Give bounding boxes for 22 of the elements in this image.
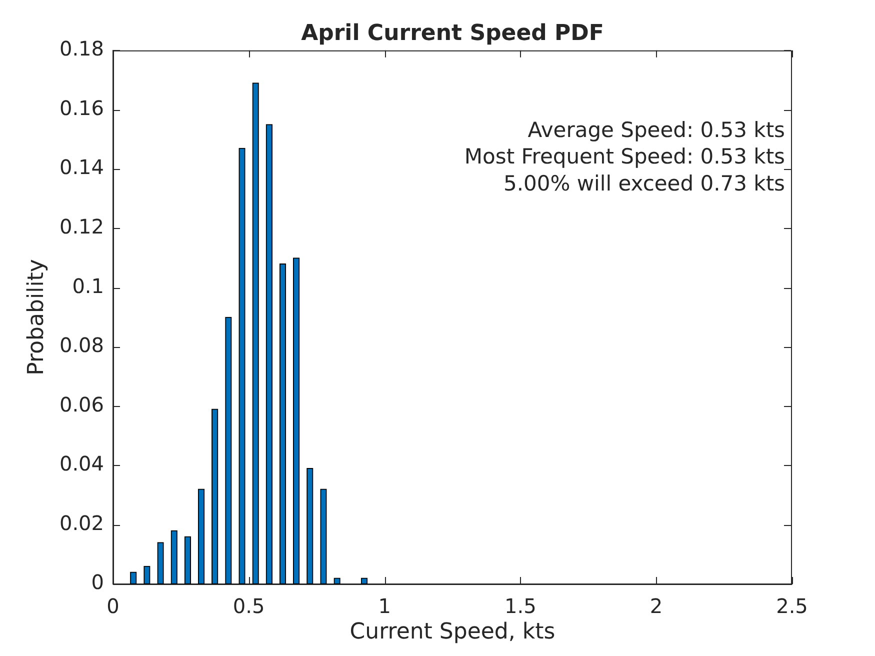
y-tick-label: 0 [91,570,104,594]
y-tick-label: 0.08 [59,333,104,358]
y-tick-label: 0.1 [72,274,104,298]
y-tick-label: 0.06 [59,392,104,416]
x-tick-label: 1 [378,594,391,618]
y-tick-label: 0.14 [59,155,104,180]
y-axis-title: Probability [24,259,49,376]
x-tick-label: 2.5 [776,594,808,618]
y-tick-label: 0.04 [59,452,104,476]
annotation: Most Frequent Speed: 0.53 kts [464,144,785,169]
annotation: 5.00% will exceed 0.73 kts [503,171,785,196]
annotation: Average Speed: 0.53 kts [528,118,785,142]
x-tick-label: 1.5 [504,594,536,618]
x-tick-label: 0 [106,594,120,618]
chart-title: April Current Speed PDF [301,20,604,46]
x-axis-title: Current Speed, kts [350,620,556,645]
y-tick-label: 0.12 [59,214,104,238]
x-tick-label: 2 [650,594,663,618]
y-tick-label: 0.16 [59,96,104,120]
x-tick-label: 0.5 [232,594,265,618]
y-tick-label: 0.18 [59,36,104,61]
y-tick-label: 0.02 [59,510,104,535]
